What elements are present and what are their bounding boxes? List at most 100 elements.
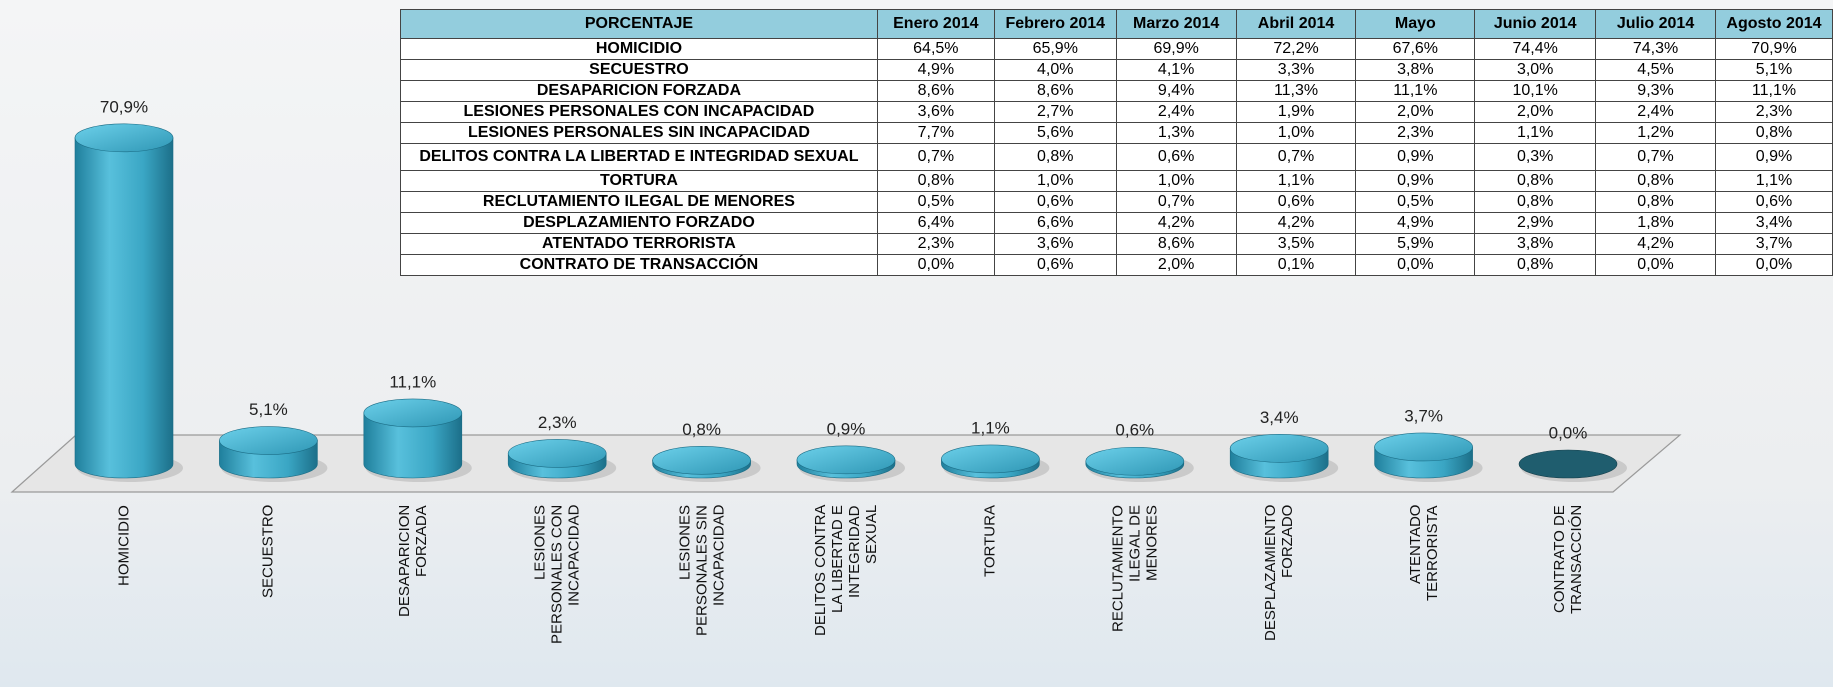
value-label: 0,9% bbox=[827, 419, 866, 438]
table-cell: 3,7% bbox=[1714, 233, 1833, 255]
table-cell: 0,1% bbox=[1235, 254, 1357, 276]
table-cell: 0,7% bbox=[1235, 143, 1357, 171]
category-label: LESIONES PERSONALES SIN INCAPACIDAD bbox=[676, 505, 728, 636]
value-label: 1,1% bbox=[971, 418, 1010, 437]
table-cell: 11,1% bbox=[1355, 80, 1476, 102]
category-label: SECUESTRO bbox=[259, 505, 277, 599]
table-cell: 2,0% bbox=[1474, 101, 1597, 123]
table-row: HOMICIDIO 64,5% 65,9% 69,9% 72,2% 67,6% 74,4% 7… bbox=[400, 38, 1833, 60]
table-cell: 0,6% bbox=[993, 191, 1117, 213]
table-cell: 10,1% bbox=[1474, 80, 1597, 102]
bar-top bbox=[1374, 432, 1473, 462]
table-cell: 9,4% bbox=[1115, 80, 1237, 102]
table-cell: LESIONES PERSONALES SIN INCAPACIDAD bbox=[400, 122, 878, 144]
value-label: 70,9% bbox=[100, 97, 148, 116]
bar bbox=[74, 137, 174, 479]
table-cell: 3,0% bbox=[1474, 59, 1597, 81]
category-label: LESIONES PERSONALES CON INCAPACIDAD bbox=[531, 505, 583, 645]
header-cell: Mayo bbox=[1355, 9, 1476, 39]
table-cell: 6,6% bbox=[993, 212, 1117, 234]
table-cell: 1,2% bbox=[1595, 122, 1716, 144]
bar-top bbox=[941, 444, 1040, 474]
table-cell: DESPLAZAMIENTO FORZADO bbox=[400, 212, 878, 234]
table-cell: 0,8% bbox=[876, 170, 995, 192]
table-cell: 2,9% bbox=[1474, 212, 1597, 234]
table-cell: 0,5% bbox=[1355, 191, 1476, 213]
table-cell: 1,1% bbox=[1235, 170, 1357, 192]
table-cell: 70,9% bbox=[1714, 38, 1833, 60]
bar-top bbox=[219, 426, 318, 455]
table-cell: 8,6% bbox=[1115, 233, 1237, 255]
table-cell: 4,2% bbox=[1235, 212, 1357, 234]
value-label: 3,4% bbox=[1260, 408, 1299, 427]
table-cell: 65,9% bbox=[993, 38, 1117, 60]
bar-top bbox=[1229, 434, 1329, 463]
table-cell: 0,0% bbox=[1355, 254, 1476, 276]
table-row: CONTRATO DE TRANSACCIÓN 0,0% 0,6% 2,0% 0,1% 0… bbox=[400, 254, 1833, 276]
table-row: RECLUTAMIENTO ILEGAL DE MENORES 0,5% 0,6% 0… bbox=[400, 191, 1833, 213]
table-row: DESPLAZAMIENTO FORZADO 6,4% 6,6% 4,2% 4,2% 4,… bbox=[400, 212, 1833, 234]
table-cell: 0,6% bbox=[1115, 143, 1237, 171]
table-cell: 0,5% bbox=[876, 191, 995, 213]
category-label: RECLUTAMIENTO ILEGAL DE MENORES bbox=[1109, 505, 1161, 632]
table-cell: 3,4% bbox=[1714, 212, 1833, 234]
value-label: 0,8% bbox=[682, 420, 721, 439]
table-cell: 5,1% bbox=[1714, 59, 1833, 81]
table-cell: HOMICIDIO bbox=[400, 38, 878, 60]
table-cell: 8,6% bbox=[993, 80, 1117, 102]
bar bbox=[363, 412, 463, 479]
table-cell: 3,8% bbox=[1355, 59, 1476, 81]
bar-top bbox=[363, 398, 463, 428]
table-cell: 11,1% bbox=[1714, 80, 1833, 102]
value-label: 2,3% bbox=[538, 413, 577, 432]
table-cell: 4,0% bbox=[993, 59, 1117, 81]
table-cell: 2,3% bbox=[1355, 122, 1476, 144]
table-cell: TORTURA bbox=[400, 170, 878, 192]
category-label: DESAPARICION FORZADA bbox=[395, 505, 430, 618]
table-cell: 0,9% bbox=[1714, 143, 1833, 171]
table-cell: 0,7% bbox=[1595, 143, 1716, 171]
table-cell: 0,9% bbox=[1355, 143, 1476, 171]
table-cell: 4,2% bbox=[1115, 212, 1237, 234]
table-cell: 1,9% bbox=[1235, 101, 1357, 123]
table-row: LESIONES PERSONALES CON INCAPACIDAD 3,6% 2… bbox=[400, 101, 1833, 123]
table-cell: 1,0% bbox=[1115, 170, 1237, 192]
value-label: 0,0% bbox=[1549, 423, 1588, 442]
bar-top bbox=[1085, 446, 1185, 476]
header-cell: PORCENTAJE bbox=[400, 9, 878, 39]
table-cell: 2,4% bbox=[1115, 101, 1237, 123]
table-cell: 5,6% bbox=[993, 122, 1117, 144]
table-cell: 2,0% bbox=[1115, 254, 1237, 276]
table-cell: 4,5% bbox=[1595, 59, 1716, 81]
table-cell: 0,8% bbox=[1595, 191, 1716, 213]
table-cell: 8,6% bbox=[876, 80, 995, 102]
category-label: DELITOS CONTRA LA LIBERTAD E INTEGRIDAD … bbox=[812, 505, 880, 637]
header-cell: Marzo 2014 bbox=[1115, 9, 1237, 39]
table-cell: 0,8% bbox=[1474, 254, 1597, 276]
table-cell: 2,4% bbox=[1595, 101, 1716, 123]
table-cell: 0,3% bbox=[1474, 143, 1597, 171]
table-cell: 4,9% bbox=[1355, 212, 1476, 234]
table-cell: 74,4% bbox=[1474, 38, 1597, 60]
table-cell: 3,6% bbox=[876, 101, 995, 123]
bar-top bbox=[507, 439, 607, 468]
value-label: 0,6% bbox=[1115, 421, 1154, 440]
table-cell: 0,8% bbox=[1474, 191, 1597, 213]
table-cell: 5,9% bbox=[1355, 233, 1476, 255]
category-label: DESPLAZAMIENTO FORZADO bbox=[1262, 505, 1297, 642]
table-cell: SECUESTRO bbox=[400, 59, 878, 81]
table-row: DELITOS CONTRA LA LIBERTAD E INTEGRIDAD … bbox=[400, 143, 1833, 171]
header-cell: Junio 2014 bbox=[1474, 9, 1597, 39]
table-cell: 1,1% bbox=[1474, 122, 1597, 144]
table-row: LESIONES PERSONALES SIN INCAPACIDAD 7,7% 5… bbox=[400, 122, 1833, 144]
table-row: ATENTADO TERRORISTA 2,3% 3,6% 8,6% 3,5% 5,9% 3… bbox=[400, 233, 1833, 255]
value-label: 5,1% bbox=[249, 400, 288, 419]
table-cell: 9,3% bbox=[1595, 80, 1716, 102]
table-cell: DESAPARICION FORZADA bbox=[400, 80, 878, 102]
category-label: HOMICIDIO bbox=[115, 505, 133, 586]
table-cell: 4,9% bbox=[876, 59, 995, 81]
header-cell: Julio 2014 bbox=[1595, 9, 1716, 39]
table-cell: 0,6% bbox=[1714, 191, 1833, 213]
table-cell: ATENTADO TERRORISTA bbox=[400, 233, 878, 255]
